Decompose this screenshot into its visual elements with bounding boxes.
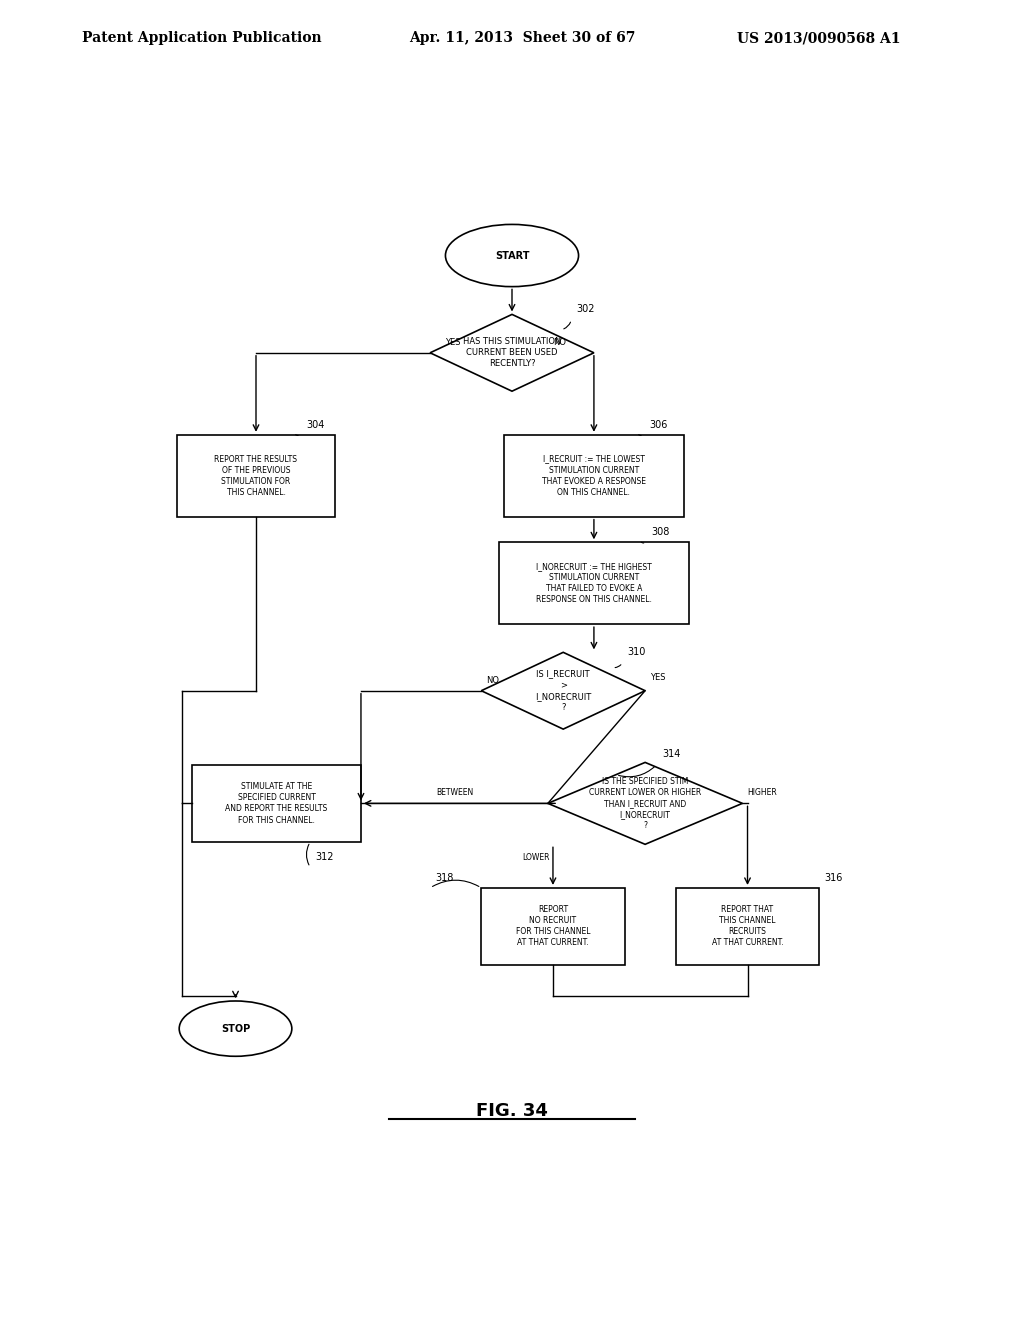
Text: 304: 304 <box>306 420 325 429</box>
Text: START: START <box>495 251 529 260</box>
Text: STIMULATE AT THE
SPECIFIED CURRENT
AND REPORT THE RESULTS
FOR THIS CHANNEL.: STIMULATE AT THE SPECIFIED CURRENT AND R… <box>225 783 328 825</box>
Text: 316: 316 <box>824 873 843 883</box>
Text: I_NORECRUIT := THE HIGHEST
STIMULATION CURRENT
THAT FAILED TO EVOKE A
RESPONSE O: I_NORECRUIT := THE HIGHEST STIMULATION C… <box>536 562 652 605</box>
Text: NO: NO <box>553 338 566 347</box>
Text: STOP: STOP <box>221 1023 250 1034</box>
Text: REPORT THAT
THIS CHANNEL
RECRUITS
AT THAT CURRENT.: REPORT THAT THIS CHANNEL RECRUITS AT THA… <box>712 906 783 948</box>
Text: US 2013/0090568 A1: US 2013/0090568 A1 <box>737 32 901 45</box>
Text: IS I_RECRUIT
>
I_NORECRUIT
?: IS I_RECRUIT > I_NORECRUIT ? <box>536 669 591 711</box>
Text: BETWEEN: BETWEEN <box>436 788 473 797</box>
Text: I_RECRUIT := THE LOWEST
STIMULATION CURRENT
THAT EVOKED A RESPONSE
ON THIS CHANN: I_RECRUIT := THE LOWEST STIMULATION CURR… <box>542 454 646 496</box>
Text: YES: YES <box>650 673 666 682</box>
Text: 302: 302 <box>577 305 595 314</box>
Text: REPORT
NO RECRUIT
FOR THIS CHANNEL
AT THAT CURRENT.: REPORT NO RECRUIT FOR THIS CHANNEL AT TH… <box>516 906 590 948</box>
Text: Patent Application Publication: Patent Application Publication <box>82 32 322 45</box>
Text: 306: 306 <box>649 420 668 429</box>
Text: HAS THIS STIMULATION
CURRENT BEEN USED
RECENTLY?: HAS THIS STIMULATION CURRENT BEEN USED R… <box>463 337 561 368</box>
Text: FIG. 34: FIG. 34 <box>476 1102 548 1119</box>
Text: NO: NO <box>486 676 500 685</box>
Text: 312: 312 <box>315 853 334 862</box>
Text: Apr. 11, 2013  Sheet 30 of 67: Apr. 11, 2013 Sheet 30 of 67 <box>410 32 636 45</box>
Text: 318: 318 <box>435 873 454 883</box>
Text: IS THE SPECIFIED STIM
CURRENT LOWER OR HIGHER
THAN I_RECRUIT AND
I_NORECRUIT
?: IS THE SPECIFIED STIM CURRENT LOWER OR H… <box>589 776 701 830</box>
Text: 308: 308 <box>651 527 670 537</box>
Text: 310: 310 <box>628 647 646 657</box>
Text: YES: YES <box>445 338 461 347</box>
Text: LOWER: LOWER <box>522 853 550 862</box>
Text: REPORT THE RESULTS
OF THE PREVIOUS
STIMULATION FOR
THIS CHANNEL.: REPORT THE RESULTS OF THE PREVIOUS STIMU… <box>214 454 298 496</box>
Text: HIGHER: HIGHER <box>748 788 777 797</box>
Text: 314: 314 <box>663 750 680 759</box>
